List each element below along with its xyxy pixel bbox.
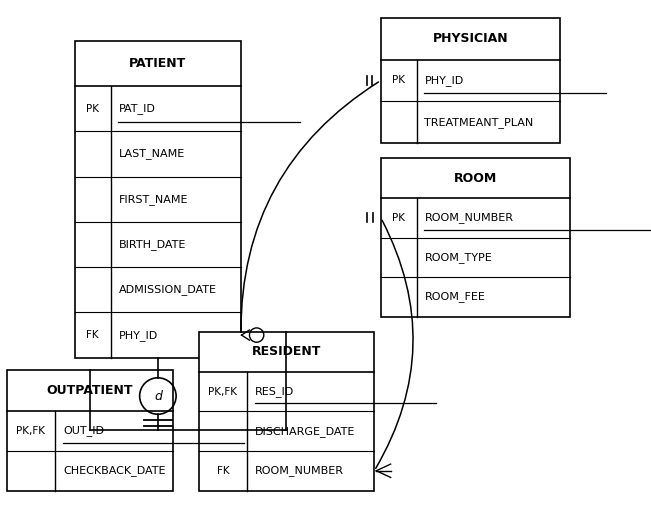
Text: PAT_ID: PAT_ID [118,103,156,114]
Text: RES_ID: RES_ID [255,386,294,397]
Text: ROOM_FEE: ROOM_FEE [424,292,486,303]
Text: d: d [154,389,162,403]
Text: FK: FK [87,330,99,340]
Text: BIRTH_DATE: BIRTH_DATE [118,239,186,250]
Text: CHECKBACK_DATE: CHECKBACK_DATE [63,465,165,476]
Text: FIRST_NAME: FIRST_NAME [118,194,188,205]
Text: PK: PK [87,104,99,114]
Text: OUTPATIENT: OUTPATIENT [46,384,133,397]
Text: ROOM_NUMBER: ROOM_NUMBER [424,213,514,223]
Bar [381,158,570,317]
Text: ROOM_TYPE: ROOM_TYPE [424,252,492,263]
Text: PHYSICIAN: PHYSICIAN [432,32,508,45]
Text: PHY_ID: PHY_ID [118,330,158,340]
Bar [199,332,374,491]
Text: ADMISSION_DATE: ADMISSION_DATE [118,284,217,295]
Text: OUT_ID: OUT_ID [63,425,104,436]
Text: DISCHARGE_DATE: DISCHARGE_DATE [255,426,355,436]
Text: ROOM_NUMBER: ROOM_NUMBER [255,466,344,476]
Text: PHY_ID: PHY_ID [424,75,464,86]
Bar [7,370,173,491]
Text: ROOM: ROOM [454,172,497,184]
Bar [75,41,241,358]
Text: PK: PK [393,76,405,85]
Text: TREATMEANT_PLAN: TREATMEANT_PLAN [424,117,534,128]
Text: PK,FK: PK,FK [16,426,46,435]
Text: PATIENT: PATIENT [130,57,186,70]
Text: LAST_NAME: LAST_NAME [118,149,185,159]
Text: FK: FK [217,466,229,476]
Text: RESIDENT: RESIDENT [252,345,321,358]
Text: PK: PK [393,213,405,223]
Bar [381,18,560,143]
Text: PK,FK: PK,FK [208,386,238,397]
